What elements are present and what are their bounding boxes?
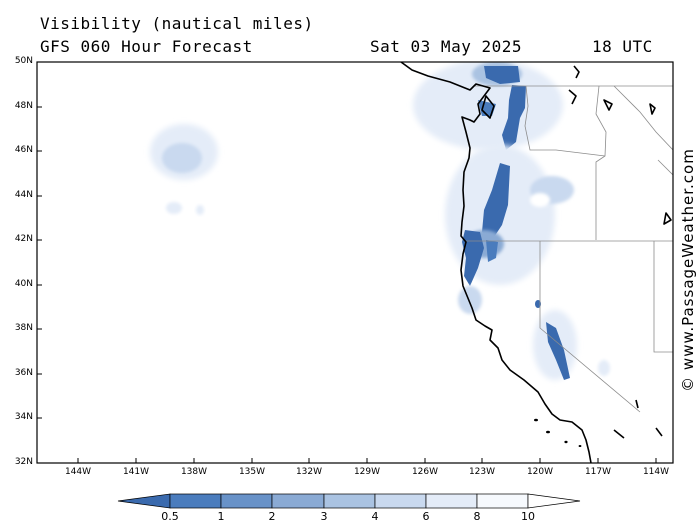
colorbar-min-arrow [117, 493, 171, 509]
us-pacific-coastline [400, 62, 592, 463]
colorbar-label: 8 [473, 510, 481, 523]
colorbar-label: 1 [217, 510, 225, 523]
colorbar-bin [323, 493, 376, 509]
forecast-date: Sat 03 May 2025 [370, 37, 522, 56]
puget-sound [481, 95, 495, 119]
low-visibility-cascades [502, 85, 526, 150]
lon-label: 141W [122, 467, 150, 477]
colorbar-bin [476, 493, 529, 509]
low-visibility-sierra [546, 322, 570, 380]
colorbar-bin [169, 493, 222, 509]
idaho-border [595, 85, 607, 240]
colorbar [117, 493, 581, 509]
low-visibility-north [484, 66, 520, 84]
map-frame [36, 61, 674, 464]
lat-label: 34N [14, 412, 33, 422]
lon-label: 114W [642, 467, 670, 477]
lat-label: 42N [14, 234, 33, 244]
colorbar-label: 6 [422, 510, 430, 523]
axis-ticks [37, 61, 657, 463]
lon-label: 120W [526, 467, 554, 477]
colorbar-bin [374, 493, 427, 509]
lat-label: 40N [14, 279, 33, 289]
colorbar-bin [271, 493, 325, 509]
low-visibility-coast [462, 230, 484, 286]
lat-label: 44N [14, 190, 33, 200]
montana-border [613, 85, 673, 151]
lat-label: 32N [14, 457, 33, 467]
visibility-shading [150, 62, 610, 380]
lon-label: 123W [468, 467, 496, 477]
forecast-time: 18 UTC [592, 37, 653, 56]
lon-label: 126W [411, 467, 439, 477]
lat-label: 48N [14, 101, 33, 111]
lat-label: 46N [14, 145, 33, 155]
website-credit: © www.PassageWeather.com [679, 148, 697, 392]
utah-arizona-border [653, 241, 673, 353]
colorbar-label: 0.5 [161, 510, 179, 523]
colorbar-label: 2 [268, 510, 276, 523]
lat-label: 38N [14, 323, 33, 333]
lon-label: 144W [64, 467, 92, 477]
colorbar-label: 10 [521, 510, 535, 523]
map-title: Visibility (nautical miles) [40, 14, 314, 33]
forecast-label: GFS 060 Hour Forecast [40, 37, 253, 56]
lon-label: 132W [295, 467, 323, 477]
offshore-haze-inner [162, 143, 202, 173]
lon-label: 129W [353, 467, 381, 477]
islands [534, 418, 582, 447]
lon-label: 138W [180, 467, 208, 477]
colorbar-max-arrow [527, 493, 581, 509]
ca-nv-border [539, 241, 641, 413]
lat-label: 50N [14, 56, 33, 66]
political-boundaries [466, 85, 673, 413]
lon-label: 117W [584, 467, 612, 477]
colorbar-bin [220, 493, 273, 509]
colorbar-label: 3 [320, 510, 328, 523]
lon-label: 135W [238, 467, 266, 477]
lat-label: 36N [14, 368, 33, 378]
low-visibility-oregon [482, 163, 510, 240]
colorbar-bin [425, 493, 478, 509]
coastline [400, 62, 672, 463]
wa-or-border [524, 85, 606, 157]
colorbar-label: 4 [371, 510, 379, 523]
